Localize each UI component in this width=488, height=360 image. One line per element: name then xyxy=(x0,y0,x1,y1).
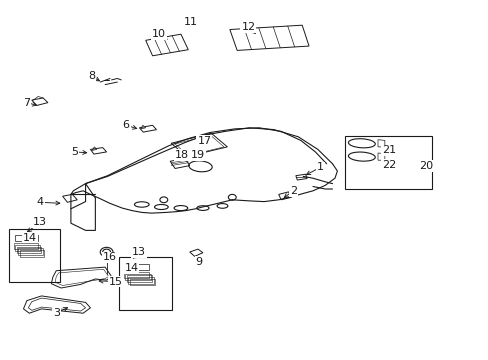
Text: 12: 12 xyxy=(241,22,255,32)
Text: 7: 7 xyxy=(23,98,30,108)
Text: 15: 15 xyxy=(109,276,122,287)
Text: 16: 16 xyxy=(102,252,116,262)
Text: 4: 4 xyxy=(37,197,43,207)
Text: 21: 21 xyxy=(381,145,395,156)
Text: 3: 3 xyxy=(53,308,60,318)
Text: 1: 1 xyxy=(316,162,323,172)
Text: 13: 13 xyxy=(132,247,145,257)
Text: 9: 9 xyxy=(195,257,202,267)
Text: 14: 14 xyxy=(23,233,37,243)
Text: 17: 17 xyxy=(197,136,211,146)
Text: 18: 18 xyxy=(175,150,188,160)
Text: 11: 11 xyxy=(183,17,197,27)
Text: 19: 19 xyxy=(191,150,204,160)
Text: 20: 20 xyxy=(419,161,432,171)
Text: 14: 14 xyxy=(124,263,138,273)
Text: 6: 6 xyxy=(122,120,129,130)
Text: 2: 2 xyxy=(289,186,296,196)
Text: 10: 10 xyxy=(152,29,165,39)
Text: 22: 22 xyxy=(381,160,395,170)
Text: 8: 8 xyxy=(88,71,95,81)
Text: 13: 13 xyxy=(33,217,47,228)
Text: 5: 5 xyxy=(71,147,78,157)
